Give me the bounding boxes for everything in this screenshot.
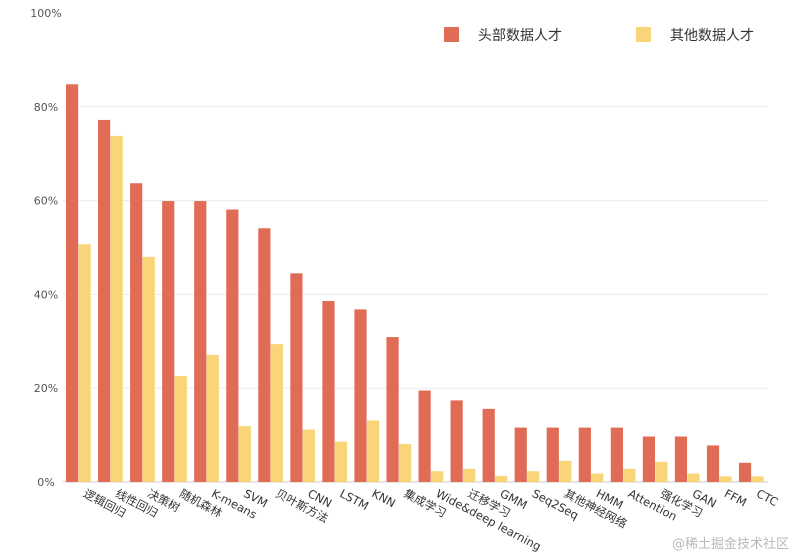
bar-series1 [738, 462, 752, 482]
bar-series1 [546, 427, 559, 482]
bar-series1 [482, 408, 495, 482]
bar-series1 [642, 436, 656, 482]
y-tick-label: 20% [34, 382, 58, 395]
bar-series2 [495, 475, 508, 482]
bar-series1 [226, 209, 239, 483]
bar-series1 [354, 309, 367, 482]
bar-series2 [110, 135, 123, 483]
legend-swatch [636, 27, 651, 42]
bar-series2 [431, 471, 444, 482]
y-axis: 0% 20% 40% 60% 80% 100% [30, 7, 61, 489]
bar-series1 [514, 427, 527, 482]
bar-series1 [610, 427, 623, 482]
x-category-label: LSTM [337, 486, 371, 513]
bar-series1 [130, 183, 143, 482]
legend-label: 其他数据人才 [670, 28, 754, 44]
bars [66, 84, 764, 483]
y-tick-label: 60% [34, 195, 58, 208]
bar-series2 [302, 429, 316, 482]
bar-series2 [687, 473, 700, 482]
bar-series2 [174, 376, 187, 482]
bar-series1 [418, 390, 431, 482]
x-category-label: KNN [370, 486, 398, 510]
x-category-label: CTC [754, 486, 780, 509]
x-category-label: FFM [722, 486, 749, 509]
bar-series1 [386, 337, 399, 482]
bar-series2 [719, 476, 732, 482]
legend-label: 头部数据人才 [478, 28, 562, 44]
bar-series1 [98, 119, 111, 482]
y-tick-label: 100% [30, 7, 61, 20]
bar-series1 [258, 228, 271, 482]
bar-series2 [398, 444, 412, 482]
bar-series2 [751, 476, 764, 482]
bar-series2 [238, 426, 251, 482]
bar-series2 [623, 468, 636, 482]
bar-series2 [463, 468, 476, 482]
bar-series1 [322, 300, 335, 482]
y-tick-label: 0% [37, 476, 54, 489]
bar-series2 [270, 344, 283, 482]
bar-series2 [527, 471, 540, 482]
watermark: @稀土掘金技术社区 [671, 537, 789, 552]
legend-swatch [444, 27, 459, 42]
bar-series1 [66, 84, 79, 483]
bar-series1 [674, 436, 688, 482]
bar-series2 [78, 244, 91, 482]
bar-series2 [655, 461, 668, 482]
bar-series1 [578, 427, 591, 482]
bar-series2 [559, 460, 572, 482]
bar-series1 [706, 445, 720, 482]
y-tick-label: 80% [34, 101, 58, 114]
bar-series2 [206, 354, 219, 482]
bar-series1 [162, 201, 175, 482]
bar-series2 [591, 473, 604, 482]
bar-series2 [142, 256, 155, 482]
y-tick-label: 40% [34, 288, 58, 301]
bar-series2 [366, 420, 380, 482]
legend: 头部数据人才 其他数据人才 [444, 27, 754, 44]
bar-series2 [334, 441, 348, 482]
bar-series1 [194, 201, 207, 482]
bar-series1 [450, 400, 463, 482]
bar-series1 [290, 273, 303, 482]
